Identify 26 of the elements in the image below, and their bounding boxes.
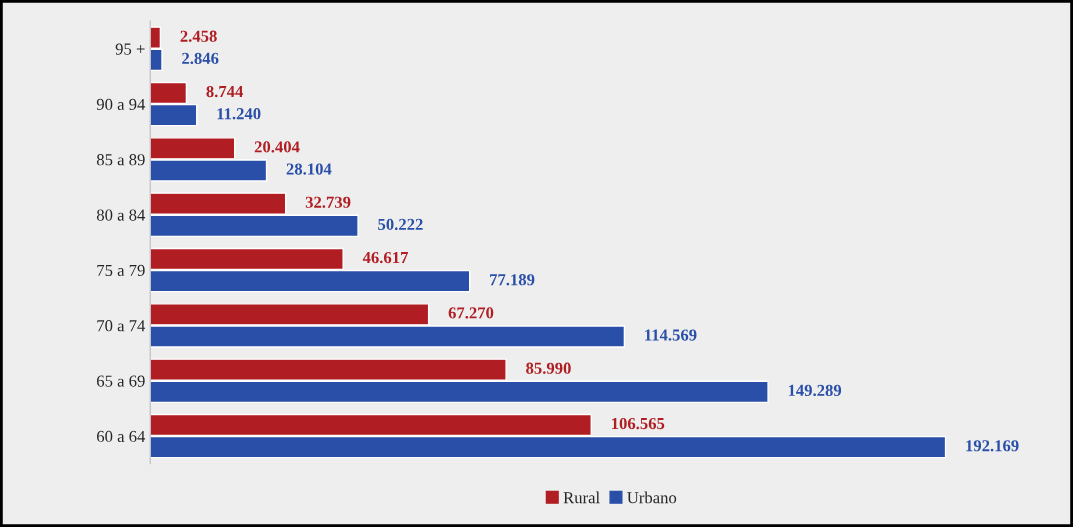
data-label: 106.565: [612, 417, 665, 430]
legend-label: Rural: [563, 491, 600, 504]
y-tick-label: 60 a 64: [97, 430, 146, 443]
data-label: 32.739: [305, 196, 351, 208]
y-tick-label: 65 a 69: [97, 375, 145, 387]
data-label: 114.569: [645, 329, 697, 341]
data-label: 28.104: [286, 163, 332, 175]
data-label: 20.404: [254, 141, 300, 153]
y-tick-label: 70 a 74: [97, 320, 146, 332]
data-label: 2.846: [182, 52, 219, 65]
data-label: 8.744: [206, 85, 244, 98]
data-label: 77.189: [490, 274, 535, 286]
data-label: 11.240: [217, 108, 261, 120]
legend-label: Urbano: [627, 491, 677, 504]
data-label: 2.458: [180, 30, 217, 42]
data-label: 149.289: [788, 384, 842, 397]
y-tick-label: 80 a 84: [96, 209, 146, 221]
data-label: 85.990: [526, 362, 571, 374]
data-label: 67.270: [448, 307, 494, 319]
y-tick-label: 75 a 79: [97, 264, 145, 277]
data-label: 50.222: [378, 218, 423, 231]
data-label: 192.169: [966, 440, 1019, 452]
y-tick-label: 90 a 94: [96, 98, 146, 111]
data-label: 46.617: [362, 251, 409, 264]
y-tick-label: 85 a 89: [96, 154, 145, 166]
y-tick-label: 95 +: [115, 43, 145, 55]
